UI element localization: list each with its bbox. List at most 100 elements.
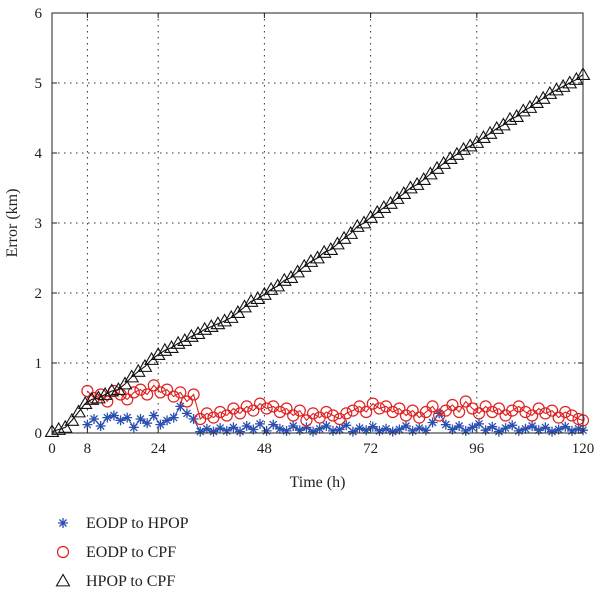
data-point: [361, 425, 372, 436]
data-point: [127, 386, 140, 399]
legend-marker: [55, 573, 71, 587]
data-point: [336, 230, 352, 244]
series-1: [82, 401, 588, 437]
data-point: [223, 309, 239, 323]
data-point: [502, 111, 518, 125]
data-point: [201, 423, 212, 434]
data-point: [276, 272, 292, 286]
data-point: [95, 421, 106, 431]
data-point: [440, 419, 451, 430]
data-point: [208, 426, 219, 437]
data-point: [200, 407, 213, 420]
data-point: [386, 405, 399, 419]
series-line: [51, 74, 584, 433]
data-point: [181, 408, 192, 419]
data-point: [540, 422, 551, 433]
x-tick-label: 72: [363, 441, 378, 457]
y-tick-label: 0: [35, 426, 43, 442]
data-point: [360, 405, 373, 419]
data-point: [394, 424, 405, 435]
data-point: [506, 404, 519, 417]
legend-label: EODP to HPOP: [86, 515, 189, 532]
data-point: [500, 423, 511, 434]
data-point: [71, 404, 86, 418]
data-point: [529, 94, 544, 109]
data-point: [555, 78, 571, 92]
data-point: [327, 425, 338, 436]
data-point: [215, 423, 226, 434]
data-point: [539, 407, 552, 420]
data-point: [296, 258, 312, 272]
data-point: [553, 424, 564, 435]
data-point: [164, 339, 179, 354]
data-point: [154, 386, 167, 399]
data-point: [334, 424, 345, 435]
data-point: [89, 414, 100, 424]
data-point: [565, 409, 579, 422]
data-point: [195, 426, 206, 437]
data-point: [469, 134, 485, 148]
data-point: [150, 346, 166, 361]
data-point: [235, 426, 246, 437]
axes: 0 8 24 48 72 96 120 0 1 2 3 4 5 6: [35, 6, 595, 457]
data-point: [354, 423, 365, 434]
data-point: [168, 412, 179, 423]
data-point: [374, 425, 385, 436]
data-point: [347, 426, 358, 437]
data-point: [407, 425, 418, 436]
data-point: [294, 425, 305, 436]
data-point: [542, 85, 558, 99]
data-point: [369, 204, 385, 218]
data-point: [492, 402, 506, 415]
data-point: [174, 386, 187, 399]
legend-label: HPOP to CPF: [86, 573, 175, 590]
data-point: [228, 422, 239, 433]
data-point: [64, 412, 80, 426]
data-point: [91, 390, 106, 404]
data-point: [102, 412, 113, 423]
y-tick-label: 3: [35, 216, 43, 232]
y-tick-label: 2: [35, 286, 43, 302]
y-axis-label: Error (km): [4, 189, 21, 258]
data-point: [316, 244, 332, 258]
data-point: [268, 419, 279, 430]
data-point: [486, 405, 499, 419]
data-point: [180, 395, 194, 408]
data-point: [449, 146, 465, 160]
data-point: [460, 425, 471, 436]
data-point: [489, 120, 505, 134]
data-point: [117, 376, 133, 390]
data-point: [137, 358, 153, 372]
data-point: [301, 422, 312, 433]
data-point: [122, 412, 133, 423]
data-point: [459, 395, 472, 408]
data-point: [436, 155, 452, 169]
data-point: [115, 415, 126, 426]
data-point: [343, 225, 359, 239]
data-point: [293, 404, 306, 417]
data-point: [487, 421, 498, 432]
data-point: [513, 425, 524, 436]
data-point: [306, 407, 320, 420]
data-point: [247, 404, 260, 417]
data-point: [493, 426, 504, 437]
data-point: [533, 425, 544, 436]
grid-lines: [52, 13, 583, 433]
data-point: [82, 419, 93, 430]
data-point: [522, 99, 538, 113]
data-point: [401, 421, 411, 431]
legend-item: HPOP to CPF: [55, 573, 175, 590]
data-point: [135, 414, 146, 424]
data-point: [254, 418, 265, 429]
data-point: [406, 404, 419, 417]
data-point: [57, 419, 73, 433]
data-point: [446, 398, 459, 412]
data-point: [341, 420, 352, 431]
data-point: [383, 195, 398, 209]
data-point: [560, 421, 571, 432]
data-point: [475, 129, 491, 144]
legend-item: EODP to HPOP: [58, 515, 189, 532]
data-point: [480, 425, 491, 436]
data-point: [155, 419, 166, 430]
